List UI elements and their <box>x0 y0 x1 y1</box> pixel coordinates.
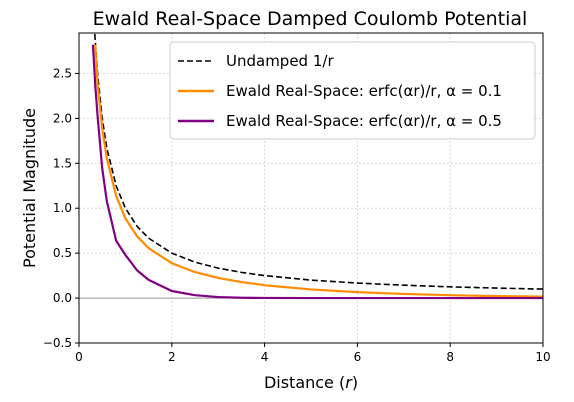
chart-title: Ewald Real-Space Damped Coulomb Potentia… <box>93 8 528 30</box>
series-line-1 <box>94 44 543 298</box>
y-axis-label: Potential Magnitude <box>20 108 39 268</box>
legend-label-1: Ewald Real-Space: erfc(αr)/r, α = 0.1 <box>226 82 502 100</box>
y-tick-label-1: 0.0 <box>53 291 72 305</box>
x-tick-label-0: 0 <box>75 350 83 364</box>
series-line-2 <box>91 44 543 300</box>
legend-label-0: Undamped 1/r <box>226 52 334 70</box>
y-tick-label-0: −0.5 <box>43 336 72 350</box>
y-axis-ticks: −0.5 0.0 0.5 1.0 1.5 2.0 2.5 <box>43 66 79 350</box>
y-tick-label-3: 1.0 <box>53 201 72 215</box>
x-tick-label-5: 10 <box>535 350 550 364</box>
x-tick-label-4: 8 <box>446 350 454 364</box>
plot-frame <box>78 32 544 344</box>
x-tick-label-2: 4 <box>261 350 269 364</box>
series-layer <box>91 33 543 300</box>
y-tick-label-4: 1.5 <box>53 156 72 170</box>
y-tick-label-2: 0.5 <box>53 246 72 260</box>
legend: Undamped 1/r Ewald Real-Space: erfc(αr)/r… <box>169 41 536 140</box>
series-line-0 <box>93 33 543 290</box>
x-tick-label-1: 2 <box>168 350 176 364</box>
x-tick-label-3: 6 <box>354 350 362 364</box>
x-axis-label: Distance (r) <box>264 373 358 392</box>
x-axis-ticks: 0 2 4 6 8 10 <box>75 343 551 364</box>
y-tick-label-6: 2.5 <box>53 66 72 80</box>
legend-label-2: Ewald Real-Space: erfc(αr)/r, α = 0.5 <box>226 112 502 130</box>
legend-box <box>169 41 536 140</box>
y-tick-label-5: 2.0 <box>53 111 72 125</box>
